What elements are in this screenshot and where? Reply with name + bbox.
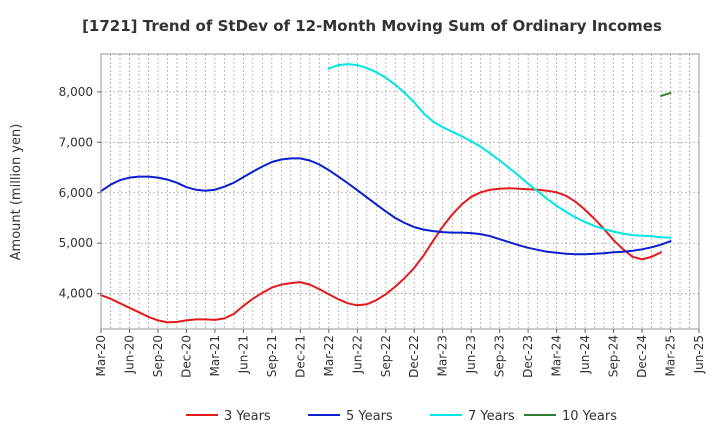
x-tick-label: Sep-23	[493, 335, 507, 377]
x-tick-label: Mar-24	[550, 335, 564, 376]
grid	[101, 54, 699, 329]
x-tick-label: Sep-22	[379, 335, 393, 377]
y-axis-label: Amount (million yen)	[9, 124, 24, 261]
x-tick-label: Dec-24	[635, 335, 649, 378]
y-tick-label: 7,000	[59, 135, 93, 149]
y-tick-label: 4,000	[59, 287, 93, 301]
series-line-7-years	[327, 63, 672, 239]
x-tick-label: Mar-25	[664, 335, 678, 376]
x-tick-label: Jun-23	[464, 335, 478, 374]
x-tick-label: Dec-23	[521, 335, 535, 378]
legend-label: 3 Years	[224, 409, 271, 424]
series-line-10-years	[660, 91, 672, 97]
x-tick-label: Dec-22	[407, 335, 421, 378]
legend-label: 7 Years	[468, 409, 515, 424]
series-line-5-years	[100, 157, 672, 256]
x-tick-label: Jun-21	[236, 335, 250, 374]
y-tick-label: 6,000	[59, 186, 93, 200]
y-tick-label: 8,000	[59, 85, 93, 99]
chart-title: [1721] Trend of StDev of 12-Month Moving…	[82, 17, 662, 35]
x-tick-label: Mar-20	[94, 335, 108, 376]
y-axis: 4,000 5,000 6,000 7,000 8,000	[59, 85, 101, 301]
x-tick-label: Jun-22	[350, 335, 364, 374]
x-tick-label: Jun-24	[578, 335, 592, 374]
series-line-3-years	[100, 187, 662, 324]
x-tick-label: Jun-25	[692, 335, 706, 374]
x-tick-label: Mar-23	[436, 335, 450, 376]
x-tick-label: Sep-20	[151, 335, 165, 377]
plot-frame	[100, 53, 700, 330]
y-tick-label: 5,000	[59, 236, 93, 250]
x-tick-label: Dec-21	[293, 335, 307, 378]
legend-label: 5 Years	[346, 409, 393, 424]
series-layer	[100, 63, 672, 324]
x-tick-label: Sep-21	[265, 335, 279, 377]
x-tick-label: Mar-21	[208, 335, 222, 376]
x-axis: Mar-20 Jun-20 Sep-20 Dec-20 Mar-21 Jun-21 Sep-…	[94, 329, 706, 378]
legend: 3 Years 5 Years 7 Years 10 Years	[186, 409, 617, 424]
legend-label: 10 Years	[562, 409, 617, 424]
x-tick-label: Jun-20	[122, 335, 136, 374]
x-tick-label: Mar-22	[322, 335, 336, 376]
x-tick-label: Dec-20	[179, 335, 193, 378]
x-tick-label: Sep-24	[607, 335, 621, 377]
